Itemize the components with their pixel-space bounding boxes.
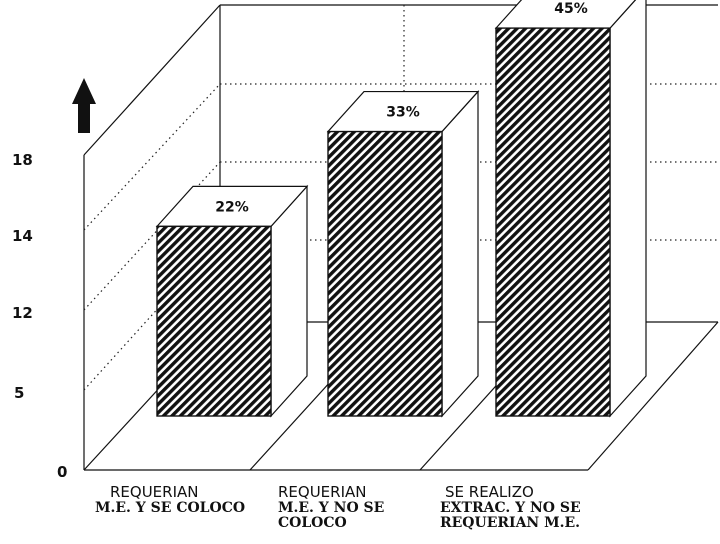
data-label: 45%	[554, 1, 588, 17]
category-label: COLOCO	[278, 515, 347, 531]
category-label: SE REALIZO	[445, 483, 534, 501]
y-axis-ticks: 18 14 12 5 0	[12, 151, 67, 481]
y-tick-label: 14	[12, 227, 33, 245]
gridline	[83, 161, 221, 311]
up-arrow-icon	[72, 78, 96, 133]
side-wall-top-edge	[83, 4, 221, 156]
bar-side-face	[441, 89, 479, 418]
category-label: M.E. Y SE COLOCO	[95, 500, 245, 516]
floor-right-edge	[587, 321, 719, 471]
data-label: 33%	[386, 105, 420, 121]
bar	[495, 27, 611, 417]
bar	[327, 130, 443, 417]
y-tick-label: 5	[14, 384, 24, 402]
data-label: 22%	[215, 199, 249, 215]
gridline	[83, 83, 221, 231]
bars: 22% 33% 45%	[155, 0, 647, 418]
category-label: REQUERIAN	[278, 483, 367, 501]
category-label: M.E. Y NO SE	[278, 500, 384, 516]
category-label: REQUERIAN M.E.	[440, 515, 580, 531]
category-label: EXTRAC. Y NO SE	[440, 500, 581, 516]
y-tick-label: 18	[12, 151, 33, 169]
bar	[156, 225, 272, 417]
category-label: REQUERIAN	[110, 483, 199, 501]
y-tick-label: 0	[57, 463, 67, 481]
bar-side-face	[609, 0, 647, 418]
x-axis-categories: REQUERIAN M.E. Y SE COLOCO REQUERIAN M.E…	[95, 483, 581, 531]
gridline	[83, 239, 221, 391]
y-tick-label: 12	[12, 304, 33, 322]
